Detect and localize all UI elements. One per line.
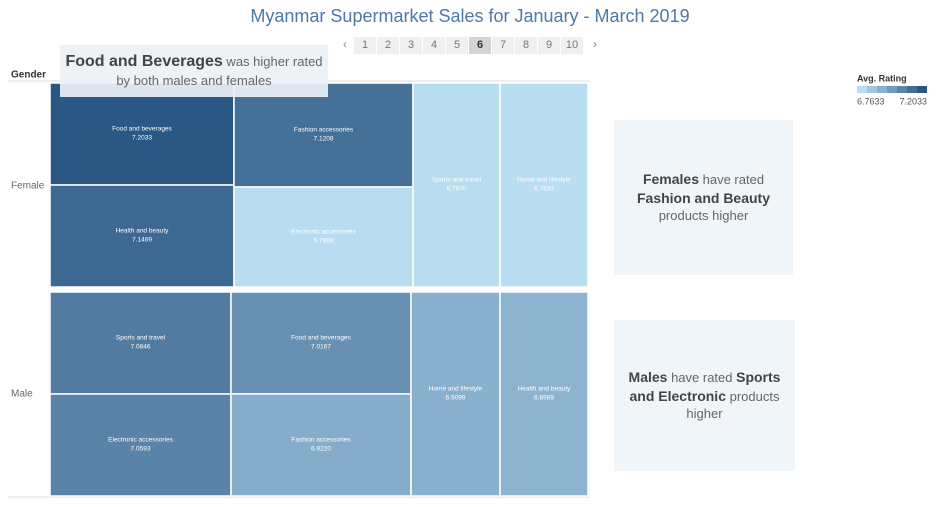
page-button[interactable]: 10 (561, 37, 583, 54)
annotation-emphasis: Sports and Electronic (629, 369, 781, 405)
page-button[interactable]: 8 (515, 37, 537, 54)
page-button[interactable]: 5 (446, 37, 468, 54)
annotation-emphasis: Food and Beverages (65, 53, 223, 71)
legend-min: 6.7633 (857, 96, 885, 106)
cell-value: 6.7633 (534, 186, 554, 193)
treemap-cell (230, 393, 412, 497)
cell-value: 6.8989 (534, 395, 554, 402)
annotation-emphasis: Females (642, 171, 699, 188)
treemap-cell (49, 82, 235, 186)
annotation-span: products higher (686, 389, 780, 421)
treemap-cell (230, 291, 412, 395)
cell-value: 7.1469 (132, 237, 152, 244)
cell-label: Health and beauty (518, 386, 572, 393)
cell-label: Health and beauty (116, 228, 170, 235)
treemap-cell (233, 186, 414, 288)
page-button[interactable]: 6 (469, 37, 491, 54)
cell-value: 7.2033 (132, 135, 152, 142)
treemap-cell (410, 291, 501, 497)
pager-prev[interactable]: ‹ (343, 37, 347, 51)
legend-swatch (857, 86, 867, 93)
annotation-span: was higher rated by both males and femal… (116, 54, 323, 88)
page-button[interactable]: 1 (354, 37, 376, 54)
legend-swatch (907, 86, 917, 93)
chart-title: Myanmar Supermarket Sales for January - … (250, 6, 689, 26)
page-button[interactable]: 3 (400, 37, 422, 54)
treemap-cell (49, 291, 232, 395)
pager-next[interactable]: › (593, 37, 597, 51)
cell-label: Sports and travel (432, 177, 482, 184)
treemap-cell (49, 393, 232, 497)
cell-value: 7.0846 (131, 344, 151, 351)
cell-label: Home and lifestyle (429, 386, 483, 393)
legend-swatch (897, 86, 907, 93)
legend-title: Avg. Rating (857, 73, 907, 83)
row-label: Male (11, 389, 33, 400)
annotation-text: Food and Beverages was higher rated by b… (60, 52, 328, 90)
cell-label: Fashion accessories (291, 437, 351, 444)
cell-value: 6.7670 (447, 186, 467, 193)
legend-swatch (887, 86, 897, 93)
annotation-emphasis: Fashion and Beauty (636, 190, 771, 207)
annotation: Females have rated Fashion and Beauty pr… (614, 120, 793, 275)
cell-value: 7.0167 (311, 344, 331, 351)
annotation-span: have rated (699, 172, 765, 188)
treemap-cell (499, 82, 589, 288)
legend-swatch (917, 86, 927, 93)
cell-value: 7.0593 (131, 446, 151, 453)
cell-label: Sports and travel (116, 335, 166, 342)
cell-label: Food and beverages (291, 335, 351, 342)
page-button[interactable]: 9 (538, 37, 560, 54)
cell-value: 6.9099 (446, 395, 466, 402)
annotation-text: Males have rated Sports and Electronic p… (628, 368, 781, 423)
cell-label: Home and lifestyle (517, 177, 571, 184)
treemap-cell (499, 291, 589, 497)
annotation: Males have rated Sports and Electronic p… (614, 320, 795, 471)
annotation: Food and Beverages was higher rated by b… (60, 45, 328, 97)
annotation-text: Females have rated Fashion and Beauty pr… (620, 170, 787, 225)
cell-value: 7.1208 (314, 136, 334, 143)
cell-label: Electronic accessories (291, 229, 356, 236)
cell-label: Food and beverages (112, 126, 172, 133)
row-label: Female (11, 181, 45, 192)
annotation-span: products higher (658, 207, 749, 223)
treemap-cell (233, 82, 414, 188)
cell-value: 6.9220 (311, 446, 331, 453)
legend-swatch (867, 86, 877, 93)
cell-label: Electronic accessories (108, 437, 173, 444)
legend-swatch (877, 86, 887, 93)
legend-max: 7.2033 (899, 96, 927, 106)
row-header: Gender (11, 70, 46, 81)
page-button[interactable]: 2 (377, 37, 399, 54)
page-button[interactable]: 7 (492, 37, 514, 54)
page-button[interactable]: 4 (423, 37, 445, 54)
annotation-emphasis: Males (628, 369, 668, 386)
cell-label: Fashion accessories (294, 127, 354, 134)
cell-value: 6.7669 (314, 238, 334, 245)
annotation-span: have rated (667, 370, 737, 386)
